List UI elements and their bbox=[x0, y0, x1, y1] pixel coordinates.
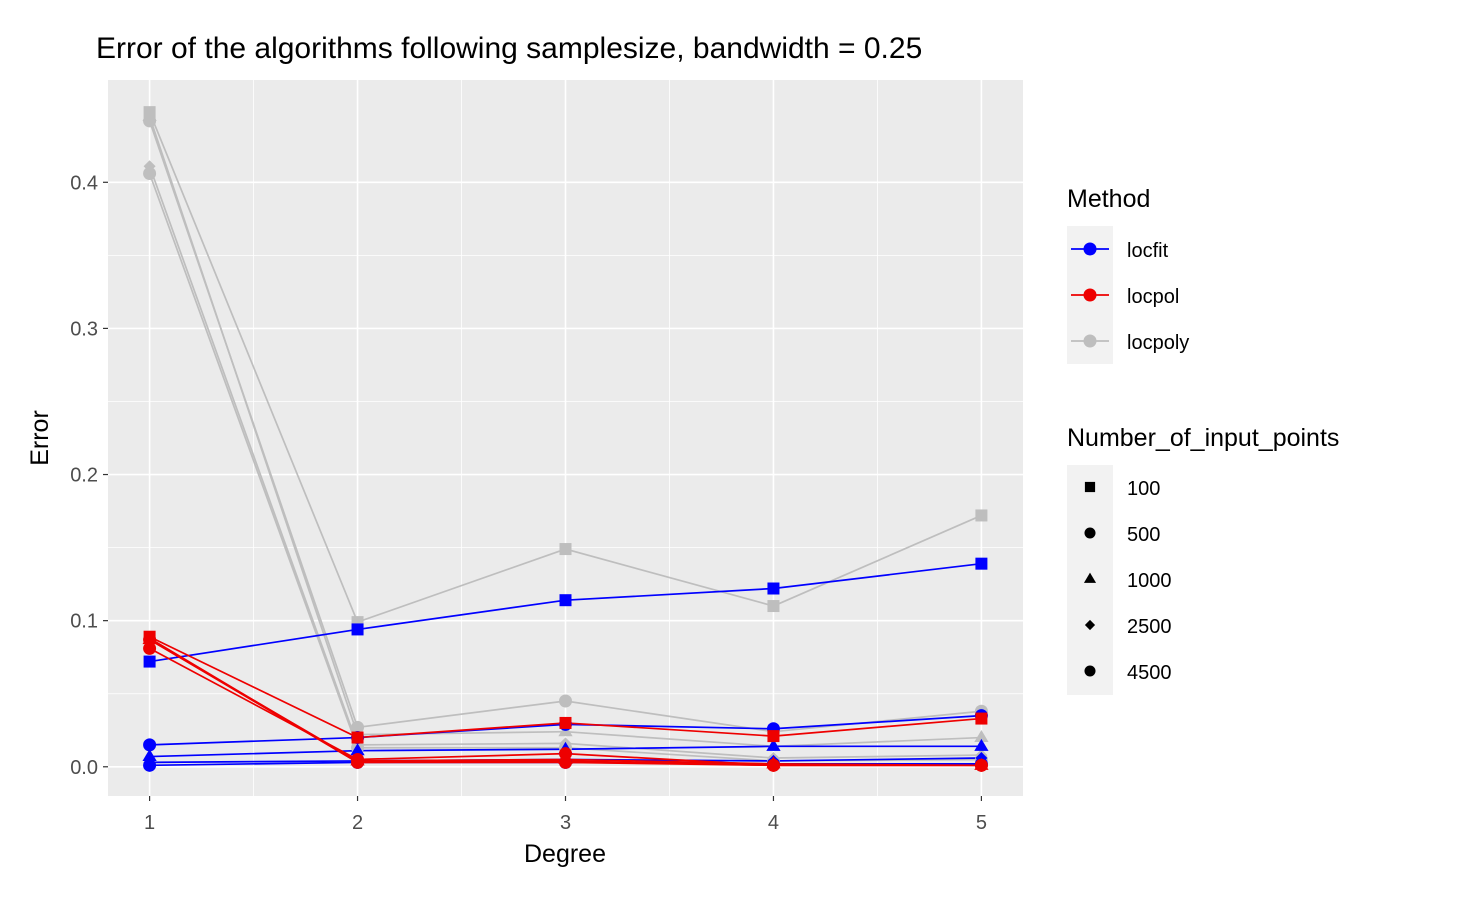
y-tick-label: 0.2 bbox=[70, 465, 98, 487]
point-locpol-4500 bbox=[351, 755, 365, 769]
point-locpoly-1000 bbox=[974, 730, 989, 743]
point-locfit-1000 bbox=[142, 749, 157, 762]
x-tick-label: 4 bbox=[768, 812, 779, 834]
legend-label-500: 500 bbox=[1127, 524, 1160, 546]
legend-label-1000: 1000 bbox=[1127, 570, 1172, 592]
point-locfit-100 bbox=[559, 594, 572, 607]
legend-key-shape-500 bbox=[1084, 527, 1096, 539]
point-locpoly-100 bbox=[975, 509, 988, 522]
point-locpoly-100 bbox=[767, 600, 780, 613]
y-axis-title: Error bbox=[26, 410, 54, 466]
legend-key-shape-4500 bbox=[1084, 665, 1096, 677]
legend: Method locfit locpol locpoly Number_of_input… bbox=[1067, 185, 1339, 695]
point-locpol-4500 bbox=[766, 758, 780, 772]
point-locfit-500 bbox=[143, 738, 157, 752]
legend-label-locpoly: locpoly bbox=[1127, 332, 1189, 354]
point-locfit-1000 bbox=[350, 743, 365, 756]
x-tick-label: 1 bbox=[144, 812, 155, 834]
point-locfit-4500 bbox=[143, 758, 157, 772]
legend-label-4500: 4500 bbox=[1127, 662, 1172, 684]
point-locpol-4500 bbox=[143, 633, 157, 647]
point-locfit-100 bbox=[975, 557, 988, 570]
legend-key-point-locfit bbox=[1083, 242, 1097, 256]
legend-key-shape-2500 bbox=[1084, 619, 1096, 631]
legend-key-point-locpol bbox=[1083, 288, 1097, 302]
chart-title: Error of the algorithms following sample… bbox=[96, 32, 922, 65]
legend-method-title: Method bbox=[1067, 185, 1150, 213]
y-tick-label: 0.0 bbox=[70, 757, 98, 779]
point-locpol-100 bbox=[351, 731, 364, 744]
point-locpoly-100 bbox=[559, 543, 572, 556]
point-locpoly-500 bbox=[559, 694, 572, 708]
grid-lines bbox=[108, 80, 1023, 796]
x-tick-label: 5 bbox=[976, 812, 987, 834]
x-tick-label: 2 bbox=[352, 812, 363, 834]
point-locfit-100 bbox=[143, 655, 156, 668]
legend-key-shape-100 bbox=[1084, 481, 1096, 493]
point-locpol-100 bbox=[559, 716, 572, 729]
point-locfit-100 bbox=[767, 582, 780, 595]
point-locfit-1000 bbox=[974, 738, 989, 751]
series-markers bbox=[142, 106, 989, 772]
legend-points-title: Number_of_input_points bbox=[1067, 424, 1339, 452]
y-tick-label: 0.1 bbox=[70, 611, 98, 633]
legend-key-point-locpoly bbox=[1083, 334, 1097, 348]
y-tick-label: 0.4 bbox=[70, 172, 98, 194]
point-locpoly-1000 bbox=[142, 109, 157, 122]
x-tick-label: 3 bbox=[560, 812, 571, 834]
point-locpol-100 bbox=[767, 730, 780, 743]
legend-key-shape-1000 bbox=[1083, 572, 1097, 583]
point-locpol-4500 bbox=[559, 755, 572, 769]
point-locpoly-4500 bbox=[143, 167, 157, 181]
legend-label-locpol: locpol bbox=[1127, 286, 1179, 308]
legend-label-100: 100 bbox=[1127, 478, 1160, 500]
y-tick-label: 0.3 bbox=[70, 318, 98, 340]
legend-label-locfit: locfit bbox=[1127, 240, 1169, 262]
point-locpol-100 bbox=[975, 712, 988, 725]
legend-label-2500: 2500 bbox=[1127, 616, 1172, 638]
axes: 0.0 0.1 0.2 0.3 0.4 1 2 3 4 5 bbox=[70, 172, 987, 834]
point-locpol-4500 bbox=[974, 758, 988, 772]
point-locfit-100 bbox=[351, 623, 364, 636]
x-axis-title: Degree bbox=[524, 840, 606, 868]
point-locfit-1000 bbox=[766, 738, 781, 751]
